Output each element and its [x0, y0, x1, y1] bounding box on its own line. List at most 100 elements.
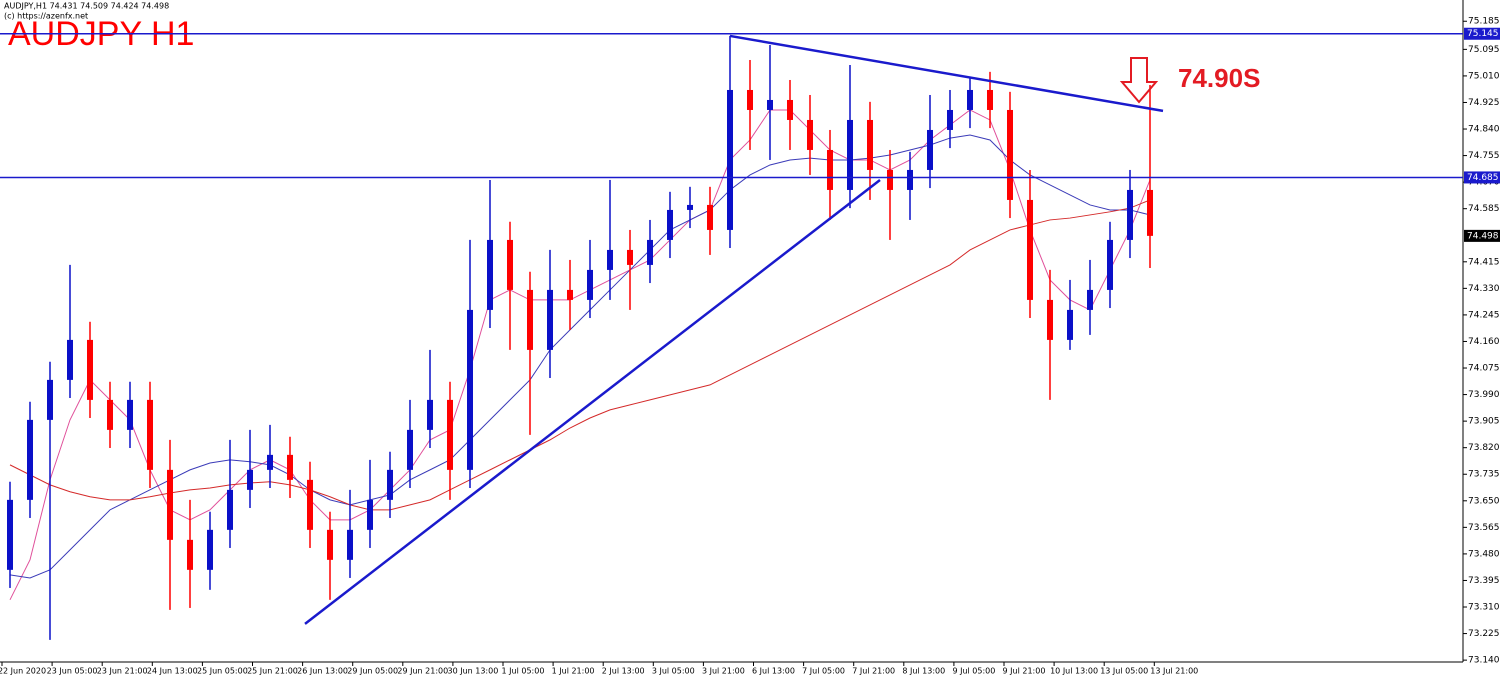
candle-body — [987, 89, 993, 110]
candle-body — [767, 99, 773, 110]
copyright: (c) https://azenfx.net — [4, 12, 88, 21]
y-tick-label: 74.245 — [1468, 310, 1500, 320]
y-tick-label: 74.840 — [1468, 125, 1500, 135]
y-tick-label: 73.395 — [1468, 576, 1500, 586]
candle-body — [1147, 189, 1153, 236]
candle-body — [1047, 299, 1053, 340]
x-tick-label: 3 Jul 05:00 — [652, 667, 695, 676]
candle-body — [507, 239, 513, 290]
level-label: 74.685 — [1467, 173, 1499, 183]
candle-body — [627, 249, 633, 265]
price-label: 74.498 — [1467, 231, 1499, 241]
y-tick-label: 74.585 — [1468, 204, 1500, 214]
candle-body — [1007, 109, 1013, 200]
candle-body — [647, 239, 653, 265]
candle-body — [547, 289, 553, 350]
candle-body — [207, 529, 213, 570]
candle-body — [787, 99, 793, 120]
candle-body — [387, 469, 393, 500]
candle-body — [727, 89, 733, 230]
candle-body — [807, 119, 813, 150]
y-tick-label: 73.480 — [1468, 549, 1500, 559]
candle-body — [567, 289, 573, 300]
x-tick-label: 7 Jul 05:00 — [802, 667, 845, 676]
x-tick-label: 9 Jul 21:00 — [1003, 667, 1046, 676]
moving-average — [9, 134, 1151, 579]
y-tick-label: 74.415 — [1468, 257, 1500, 267]
candle-body — [487, 239, 493, 310]
candle-body — [227, 489, 233, 530]
candle-body — [187, 539, 193, 570]
x-tick-label: 8 Jul 13:00 — [902, 667, 945, 676]
candle-body — [527, 289, 533, 350]
level-label: 75.145 — [1467, 29, 1499, 39]
y-tick-label: 73.990 — [1468, 390, 1500, 400]
x-tick-label: 29 Jun 21:00 — [397, 667, 448, 676]
candle-body — [867, 119, 873, 170]
y-tick-label: 75.010 — [1468, 71, 1500, 81]
x-tick-label: 1 Jul 05:00 — [502, 667, 545, 676]
candle-body — [1067, 309, 1073, 340]
moving-average — [9, 199, 1151, 511]
y-tick-label: 73.905 — [1468, 417, 1500, 427]
y-tick-label: 75.095 — [1468, 45, 1500, 55]
candle-body — [827, 149, 833, 190]
candle-body — [287, 454, 293, 480]
down-arrow — [1119, 57, 1159, 104]
candle-body — [107, 399, 113, 430]
x-tick-label: 6 Jul 13:00 — [752, 667, 795, 676]
y-tick-label: 74.330 — [1468, 284, 1500, 294]
y-tick-label: 73.140 — [1468, 656, 1500, 666]
candle-body — [327, 529, 333, 560]
candle-body — [467, 309, 473, 470]
candle-body — [267, 454, 273, 470]
candle-body — [1127, 189, 1133, 240]
x-tick-label: 25 Jun 05:00 — [197, 667, 248, 676]
plot-area — [7, 35, 1153, 640]
candle-body — [607, 249, 613, 270]
candle-body — [127, 399, 133, 430]
candle-body — [587, 269, 593, 300]
x-tick-label: 3 Jul 21:00 — [702, 667, 745, 676]
y-tick-label: 73.310 — [1468, 603, 1500, 613]
trend-line — [304, 178, 881, 625]
candle-body — [367, 499, 373, 530]
y-tick-label: 74.755 — [1468, 151, 1500, 161]
y-tick-label: 73.735 — [1468, 470, 1500, 480]
candle-body — [907, 169, 913, 190]
annotation: 74.90S — [1178, 63, 1260, 93]
candle-body — [407, 429, 413, 470]
candle-body — [887, 169, 893, 190]
candle-body — [947, 109, 953, 130]
candle-body — [667, 209, 673, 240]
y-tick-label: 73.565 — [1468, 523, 1500, 533]
price-tag — [1464, 229, 1500, 242]
x-tick-label: 9 Jul 05:00 — [952, 667, 995, 676]
y-tick-label: 74.075 — [1468, 364, 1500, 374]
trend-line — [729, 34, 1164, 113]
candle-body — [7, 499, 13, 570]
candle-body — [927, 129, 933, 170]
candle-body — [27, 419, 33, 500]
candle-body — [247, 469, 253, 490]
candle-body — [307, 479, 313, 530]
x-tick-label: 24 Jun 13:00 — [147, 667, 198, 676]
candle-body — [67, 339, 73, 380]
x-tick-label: 23 Jun 05:00 — [47, 667, 98, 676]
symbol-line: AUDJPY,H1 74.431 74.509 74.424 74.498 — [4, 2, 169, 11]
candle-body — [167, 469, 173, 540]
x-tick-label: 7 Jul 21:00 — [852, 667, 895, 676]
x-tick-label: 2 Jul 13:00 — [602, 667, 645, 676]
candle-body — [1087, 289, 1093, 310]
candle-body — [47, 379, 53, 420]
x-tick-label: 23 Jun 21:00 — [97, 667, 148, 676]
candle-body — [967, 89, 973, 110]
y-tick-label: 73.820 — [1468, 443, 1500, 453]
candle-body — [1107, 239, 1113, 290]
candle-body — [447, 399, 453, 470]
x-tick-label: 13 Jul 21:00 — [1150, 667, 1198, 676]
y-tick-label: 73.650 — [1468, 496, 1500, 506]
y-tick-label: 75.185 — [1468, 17, 1500, 27]
x-tick-label: 30 Jun 13:00 — [447, 667, 498, 676]
